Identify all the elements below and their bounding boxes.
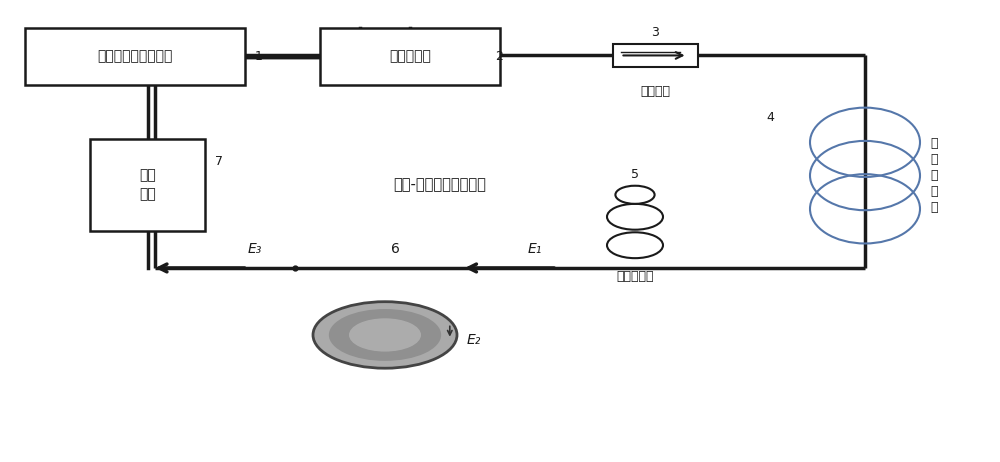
Circle shape xyxy=(313,302,457,368)
FancyBboxPatch shape xyxy=(90,139,205,231)
Text: 7: 7 xyxy=(215,155,223,168)
Text: 1: 1 xyxy=(255,50,263,63)
Text: 光耦
合器: 光耦 合器 xyxy=(139,168,156,201)
Circle shape xyxy=(329,309,441,361)
Text: 3: 3 xyxy=(651,26,659,39)
Text: 掺
稀
土
光
纤: 掺 稀 土 光 纤 xyxy=(930,137,938,214)
Text: 光隔离器: 光隔离器 xyxy=(640,85,670,98)
Text: 偏振控制器: 偏振控制器 xyxy=(616,270,654,283)
Text: 5: 5 xyxy=(631,168,639,181)
Circle shape xyxy=(607,204,663,230)
Text: 6: 6 xyxy=(391,243,399,256)
Text: E₁: E₁ xyxy=(528,243,542,256)
Text: 2: 2 xyxy=(495,50,503,63)
Text: 半导体激光器泵浦源: 半导体激光器泵浦源 xyxy=(97,49,173,64)
Text: 微球-锥形光纤耦合单元: 微球-锥形光纤耦合单元 xyxy=(394,177,486,192)
Text: E₂: E₂ xyxy=(467,333,481,346)
Text: 波分复用器: 波分复用器 xyxy=(389,49,431,64)
Text: 4: 4 xyxy=(766,111,774,124)
Circle shape xyxy=(615,186,655,204)
Circle shape xyxy=(349,318,421,352)
FancyBboxPatch shape xyxy=(612,44,698,67)
FancyBboxPatch shape xyxy=(320,28,500,85)
Text: E₃: E₃ xyxy=(248,243,262,256)
Circle shape xyxy=(607,232,663,258)
FancyBboxPatch shape xyxy=(25,28,245,85)
